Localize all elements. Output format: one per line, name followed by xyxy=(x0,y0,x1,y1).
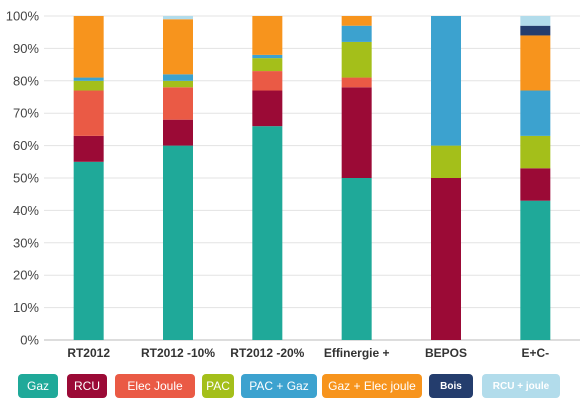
y-tick-label: 0% xyxy=(20,333,39,348)
bar-segment xyxy=(341,25,372,42)
legend-item[interactable]: Bois xyxy=(429,374,473,398)
y-tick-label: 40% xyxy=(13,203,39,218)
bar-segment xyxy=(73,77,104,81)
legend-item[interactable]: Elec Joule xyxy=(115,374,195,398)
bar-segment xyxy=(520,135,551,169)
bar-segment xyxy=(252,71,283,91)
bar-segment xyxy=(341,87,372,178)
bar-segment xyxy=(341,77,372,88)
bar-segment xyxy=(163,87,193,120)
y-tick-label: 20% xyxy=(13,268,39,283)
legend-item[interactable]: RCU xyxy=(67,374,107,398)
x-axis-ticks: RT2012 RT2012 -10% RT2012 -20% Effinergie +… xyxy=(67,346,549,360)
bar-segment xyxy=(163,119,193,146)
legend-item[interactable]: Gaz xyxy=(18,374,58,398)
y-tick-label: 10% xyxy=(13,300,39,315)
bar-segment xyxy=(431,145,461,178)
y-tick-label: 90% xyxy=(13,41,39,56)
legend: Gaz RCU Elec Joule PAC PAC + Gaz Gaz + Elec j… xyxy=(18,374,578,400)
bar-segment xyxy=(341,41,372,78)
legend-item[interactable]: PAC xyxy=(202,374,234,398)
y-tick-label: 80% xyxy=(13,73,39,88)
y-tick-label: 50% xyxy=(13,171,39,186)
bar-segment xyxy=(520,168,551,201)
bar-segment xyxy=(73,90,104,136)
x-tick-label: Effinergie + xyxy=(324,346,390,360)
bar-segment xyxy=(252,90,283,127)
bar-segment xyxy=(163,145,193,340)
bar-segment xyxy=(520,16,551,26)
bar-segment xyxy=(73,16,104,78)
bar-segment xyxy=(520,35,551,91)
x-tick-label: BEPOS xyxy=(425,346,467,360)
bar-segment xyxy=(341,178,372,340)
bar-segment xyxy=(252,126,283,340)
bar-segment xyxy=(73,80,104,91)
stacked-bar-chart: 0% 10% 20% 30% 40% 50% 60% 70% 80% 90% 100% RT2012… xyxy=(6,9,580,360)
bar-segment xyxy=(163,80,193,88)
bar-segment xyxy=(73,135,104,162)
legend-item[interactable]: RCU + joule xyxy=(482,374,560,398)
y-tick-label: 100% xyxy=(6,9,40,24)
x-tick-label: RT2012 -10% xyxy=(141,346,215,360)
bar-segment xyxy=(520,200,551,340)
gridlines xyxy=(44,15,580,341)
bar-segment xyxy=(252,16,283,55)
bar-segment xyxy=(252,58,283,72)
bar-segment xyxy=(252,54,283,59)
y-tick-label: 60% xyxy=(13,138,39,153)
bar-segment xyxy=(520,90,551,136)
y-tick-label: 70% xyxy=(13,106,39,121)
legend-item[interactable]: PAC + Gaz xyxy=(241,374,317,398)
x-tick-label: RT2012 xyxy=(67,346,110,360)
bar-segment xyxy=(520,25,551,36)
bar-segment xyxy=(431,16,461,146)
bar-segment xyxy=(163,16,193,20)
bar-segment xyxy=(73,161,104,340)
y-axis-ticks: 0% 10% 20% 30% 40% 50% 60% 70% 80% 90% 100% xyxy=(6,9,40,348)
bar-segment xyxy=(341,16,372,26)
bars xyxy=(73,16,551,340)
bar-segment xyxy=(431,178,461,340)
bar-segment xyxy=(163,19,193,75)
x-tick-label: E+C- xyxy=(521,346,549,360)
y-tick-label: 30% xyxy=(13,235,39,250)
bar-segment xyxy=(163,74,193,81)
legend-item[interactable]: Gaz + Elec joule xyxy=(322,374,422,398)
x-tick-label: RT2012 -20% xyxy=(230,346,304,360)
